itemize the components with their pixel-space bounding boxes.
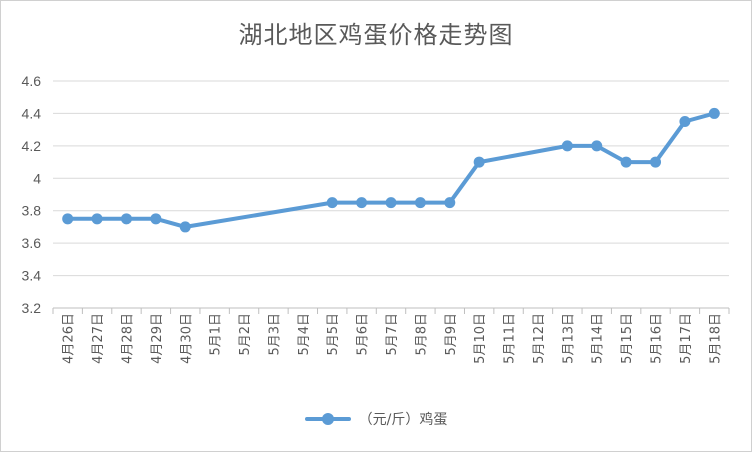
x-tick-label: 5月13日	[561, 313, 576, 364]
data-point	[561, 140, 573, 152]
data-point	[414, 197, 426, 209]
data-point	[620, 156, 632, 168]
legend-marker-icon	[304, 412, 351, 426]
x-tick-label: 4月28日	[120, 313, 135, 364]
data-point	[679, 116, 691, 128]
data-point	[62, 213, 74, 225]
data-point	[179, 221, 191, 233]
data-point	[591, 140, 603, 152]
data-point	[356, 197, 368, 209]
data-point	[650, 156, 662, 168]
line-chart: 3.2 3.4 3.6 3.8 4 4.2 4.4 4.6 4月26日 4月27日 4月28日 4月2…	[22, 73, 730, 364]
x-tick-label: 5月5日	[326, 313, 341, 356]
data-point	[91, 213, 103, 225]
x-tick-label: 5月9日	[444, 313, 459, 356]
x-tick-label: 4月30日	[179, 313, 194, 364]
x-tick-label: 4月27日	[91, 313, 106, 364]
x-tick-label: 5月14日	[591, 313, 606, 364]
x-tick-label: 5月16日	[650, 313, 665, 364]
x-tick-label: 5月10日	[473, 313, 488, 364]
data-point	[326, 197, 338, 209]
x-tick-label: 5月8日	[414, 313, 429, 356]
y-tick-label: 4.6	[22, 73, 42, 89]
x-tick-label: 5月4日	[297, 313, 312, 356]
data-point	[444, 197, 456, 209]
y-tick-label: 3.6	[22, 235, 42, 251]
y-tick-label: 4.2	[22, 138, 42, 154]
data-point	[150, 213, 162, 225]
legend: （元/斤）鸡蛋	[1, 409, 751, 429]
x-tick-label: 5月15日	[620, 313, 635, 364]
y-tick-label: 3.2	[22, 300, 42, 316]
x-tick-label: 5月12日	[532, 313, 547, 364]
x-tick-label: 5月17日	[679, 313, 694, 364]
x-tick-label: 5月18日	[708, 313, 723, 364]
x-tick-label: 5月1日	[209, 313, 224, 356]
data-point	[385, 197, 397, 209]
chart-title: 湖北地区鸡蛋价格走势图	[238, 21, 514, 49]
x-tick-label: 5月6日	[356, 313, 371, 356]
y-tick-label: 4.4	[22, 105, 42, 121]
data-point	[473, 156, 485, 168]
x-tick-label: 5月7日	[385, 313, 400, 356]
legend-label: （元/斤）鸡蛋	[358, 412, 448, 428]
x-tick-label: 5月11日	[503, 313, 518, 364]
x-tick-label: 4月29日	[150, 313, 165, 364]
x-tick-label: 5月2日	[238, 313, 253, 356]
data-point	[120, 213, 132, 225]
y-tick-label: 3.4	[22, 268, 42, 284]
series-line	[65, 111, 717, 229]
x-tick-label: 5月3日	[267, 313, 282, 356]
y-tick-label: 3.8	[22, 203, 42, 219]
y-tick-label: 4	[33, 170, 41, 186]
x-tick-label: 4月26日	[62, 313, 77, 364]
data-point	[708, 107, 720, 119]
